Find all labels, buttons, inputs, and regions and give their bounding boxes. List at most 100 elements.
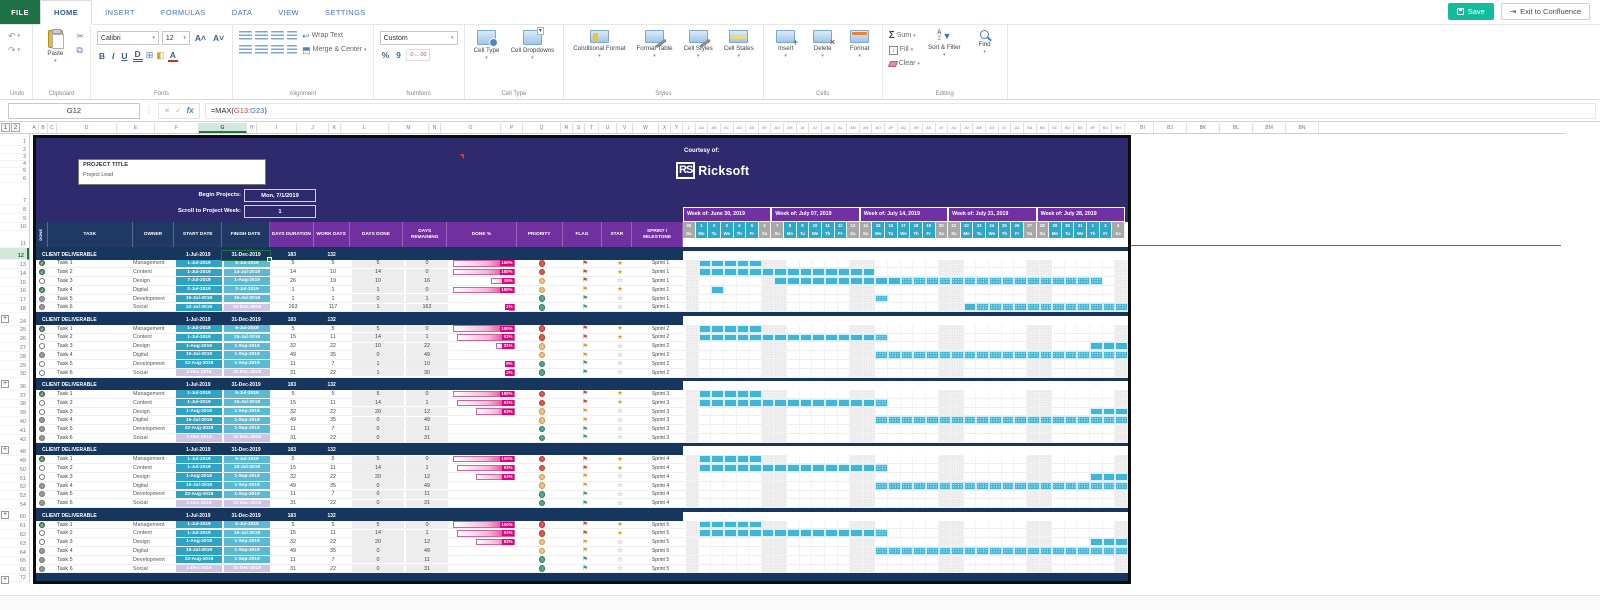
not-started-icon[interactable] — [39, 491, 45, 498]
gantt-cell[interactable] — [724, 564, 737, 573]
in-progress-icon[interactable] — [39, 539, 45, 546]
gantt-remaining-block[interactable] — [1039, 547, 1053, 555]
group-header-row[interactable]: CLIENT DELIVERABLE 1-Jul-2019 31-Dec-2019 1… — [36, 249, 1128, 262]
task-cell[interactable]: Development — [133, 491, 165, 498]
task-cell[interactable]: 49 — [290, 417, 296, 424]
format-cells-button[interactable]: Format ▾ — [844, 28, 876, 62]
gantt-cell[interactable] — [1077, 268, 1090, 277]
flag-icon-red[interactable]: ⚑ — [582, 455, 588, 463]
task-row[interactable]: Task 6 Social 22-Jul-2019 31-Dec-2019 163 117… — [36, 303, 1128, 313]
task-cell[interactable]: 3% — [449, 369, 519, 377]
group-header-cell[interactable]: CLIENT DELIVERABLE — [42, 512, 97, 519]
gantt-cell[interactable] — [875, 538, 888, 547]
gantt-cell[interactable] — [850, 490, 863, 499]
start-date-cell[interactable]: 1-Jul-2019 — [176, 520, 222, 529]
done-check-icon[interactable]: ✓ — [39, 286, 45, 293]
gantt-cell[interactable] — [976, 472, 989, 481]
column-header-X[interactable]: X — [659, 123, 671, 133]
task-row[interactable]: ✓ Task 4 Digital 2-Jul-2019 2-Jul-2019 1 1 1 0 10… — [36, 285, 1128, 295]
task-cell[interactable]: 15 — [290, 399, 296, 406]
gantt-cell[interactable] — [774, 416, 787, 425]
days-done-cell[interactable]: 0 — [352, 416, 404, 425]
day-name-cell[interactable]: We — [720, 230, 734, 238]
group-header-cell[interactable]: 1-Jul-2019 — [186, 251, 211, 258]
table-header-work-days[interactable]: WORK DAYS — [313, 222, 350, 247]
gantt-cell[interactable] — [787, 416, 800, 425]
gantt-cell[interactable] — [761, 472, 775, 481]
gantt-remaining-block[interactable] — [1090, 277, 1103, 285]
gantt-done-block[interactable] — [787, 333, 800, 342]
task-cell[interactable]: 5-Jul-2019 — [223, 259, 271, 268]
finish-date-cell[interactable]: 15-Jul-2019 — [224, 333, 270, 342]
row-header-16[interactable]: 16 — [0, 287, 29, 296]
gantt-done-block[interactable] — [824, 333, 838, 342]
task-cell[interactable]: 1-Jul-2019 — [175, 399, 223, 407]
task-cell[interactable]: 100% — [449, 260, 519, 268]
row-header-26[interactable]: 26 — [0, 334, 29, 344]
priority-dot-amber[interactable] — [538, 482, 546, 489]
star-filled-icon[interactable]: ★ — [617, 455, 623, 463]
column-header-BF[interactable]: BF — [1087, 123, 1100, 133]
column-header-E[interactable]: E — [117, 123, 155, 133]
gantt-cell[interactable] — [1065, 294, 1078, 303]
gantt-done-block[interactable] — [761, 268, 775, 277]
bold-button[interactable]: B — [98, 50, 106, 61]
column-header-AN[interactable]: AN — [860, 123, 873, 133]
gantt-cell[interactable] — [1065, 285, 1078, 294]
gantt-cell[interactable] — [1052, 333, 1065, 342]
gantt-cell[interactable] — [862, 303, 876, 312]
task-cell[interactable]: 49 — [405, 547, 449, 555]
gantt-remaining-block[interactable] — [1039, 481, 1053, 490]
gantt-cell[interactable] — [1103, 390, 1116, 398]
gantt-cell[interactable] — [964, 333, 977, 342]
gantt-cell[interactable] — [800, 324, 813, 333]
gantt-done-block[interactable] — [736, 390, 750, 398]
gantt-remaining-block[interactable] — [1077, 547, 1090, 555]
row-header-61[interactable]: 61 — [0, 521, 29, 531]
gantt-cell[interactable] — [1115, 324, 1128, 333]
row-header-9[interactable]: 9 — [0, 214, 29, 223]
gantt-cell[interactable] — [976, 520, 989, 529]
gantt-remaining-block[interactable] — [1090, 481, 1103, 490]
task-cell[interactable]: 49 — [290, 352, 296, 359]
gantt-cell[interactable] — [862, 407, 876, 416]
gantt-cell[interactable] — [862, 490, 876, 499]
days-done-cell[interactable]: 5 — [352, 324, 404, 333]
gantt-cell[interactable] — [1026, 285, 1040, 294]
gantt-cell[interactable] — [1052, 434, 1065, 442]
task-cell[interactable] — [36, 416, 48, 424]
row-header-65[interactable]: 65 — [0, 557, 29, 566]
day-name-cell[interactable]: Fr — [746, 230, 759, 238]
day-number-cell[interactable]: 20 — [935, 222, 949, 230]
task-cell[interactable] — [519, 434, 565, 442]
column-header-H[interactable]: H — [247, 123, 257, 133]
gantt-cell[interactable] — [838, 359, 851, 368]
gantt-cell[interactable] — [951, 259, 964, 268]
task-cell[interactable]: 22-Jul-2019 — [175, 303, 223, 312]
gantt-cell[interactable] — [1052, 285, 1065, 294]
merge-center-button[interactable]: ⬒ Merge & Center ▾ — [302, 45, 367, 55]
gantt-cell[interactable] — [862, 547, 876, 555]
group-header-cell[interactable] — [350, 512, 683, 521]
task-cell[interactable]: 49 — [290, 482, 296, 489]
column-header-BD[interactable]: BD — [1062, 123, 1075, 133]
gantt-remaining-block[interactable] — [900, 416, 914, 425]
gantt-cell[interactable] — [711, 555, 724, 564]
cell-type-button[interactable]: Cell Type ▾ — [471, 28, 503, 64]
task-cell[interactable] — [519, 360, 565, 368]
gantt-done-block[interactable] — [723, 520, 737, 529]
days-remaining-cell[interactable]: 162 — [405, 303, 449, 312]
gantt-remaining-block[interactable] — [875, 398, 888, 407]
table-header-star[interactable]: STAR — [602, 222, 633, 247]
gantt-remaining-block[interactable] — [1026, 351, 1040, 359]
gantt-cell[interactable] — [812, 324, 825, 333]
gantt-remaining-block[interactable] — [989, 481, 1002, 490]
task-cell[interactable]: 15-Jul-2019 — [223, 399, 271, 407]
day-name-cell[interactable]: Tu — [973, 230, 986, 238]
formula-input[interactable]: =MAX(G13: G23) — [204, 102, 1596, 119]
task-cell[interactable] — [519, 547, 565, 555]
task-cell[interactable]: 1-Sep-2019 — [223, 360, 271, 368]
gantt-cell[interactable] — [686, 324, 699, 333]
task-cell[interactable]: 14 — [351, 529, 405, 538]
gantt-done-block[interactable] — [698, 268, 712, 277]
